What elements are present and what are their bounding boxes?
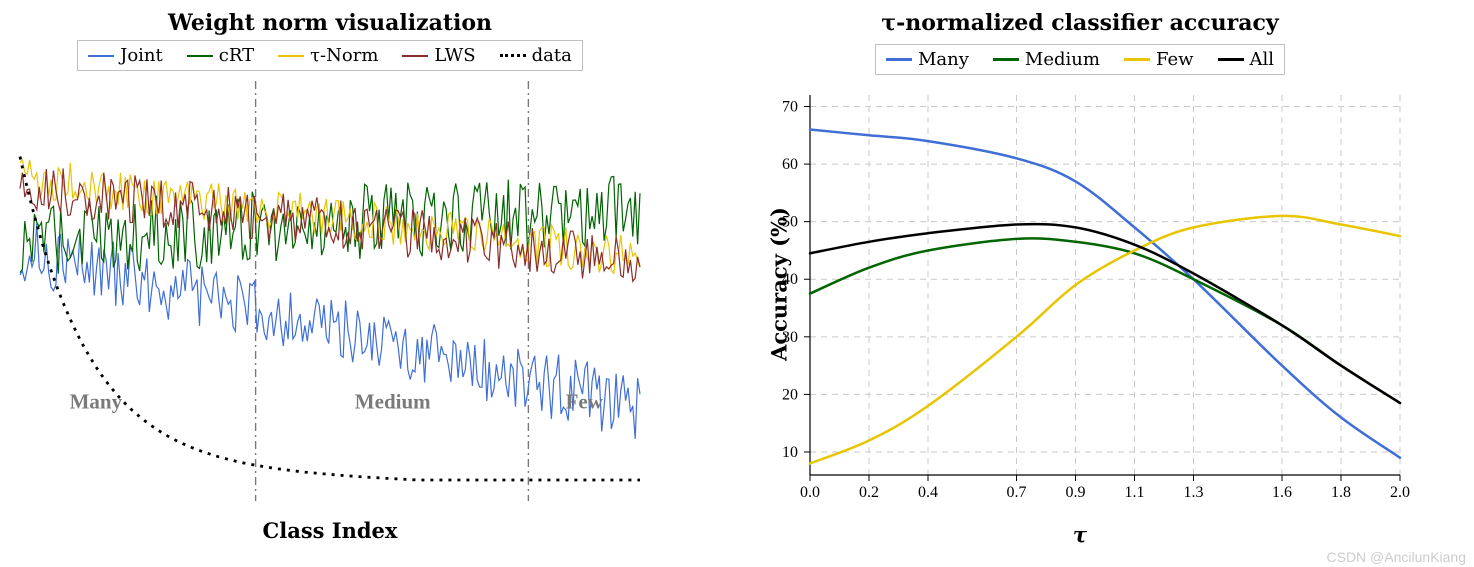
- svg-text:Medium: Medium: [355, 390, 431, 414]
- right-chart-panel: τ-normalized classifier accuracy Many Med…: [710, 10, 1420, 557]
- left-title: Weight norm visualization: [168, 10, 492, 36]
- svg-text:0.9: 0.9: [1066, 484, 1086, 501]
- svg-text:2.0: 2.0: [1390, 484, 1410, 501]
- legend-item: τ-Norm: [278, 45, 378, 66]
- right-legend: Many Medium Few All: [875, 44, 1285, 75]
- svg-text:1.3: 1.3: [1184, 484, 1204, 501]
- svg-text:Few: Few: [566, 390, 604, 414]
- legend-swatch: [993, 58, 1019, 61]
- svg-text:60: 60: [782, 156, 798, 173]
- legend-item: LWS: [402, 45, 475, 66]
- svg-text:0.0: 0.0: [800, 484, 820, 501]
- legend-item: data: [500, 45, 572, 66]
- legend-swatch: [187, 55, 213, 57]
- right-xlabel: τ: [1073, 522, 1087, 547]
- legend-label: Joint: [120, 45, 163, 66]
- legend-item: Few: [1124, 49, 1194, 70]
- svg-text:Many: Many: [70, 390, 123, 414]
- svg-text:70: 70: [782, 99, 798, 116]
- legend-swatch: [278, 55, 304, 57]
- legend-item: Medium: [993, 49, 1100, 70]
- watermark: CSDN @AncilunKiang: [1327, 549, 1467, 565]
- legend-swatch: [1124, 58, 1150, 61]
- legend-label: LWS: [434, 45, 475, 66]
- legend-item: cRT: [187, 45, 254, 66]
- legend-swatch: [88, 55, 114, 57]
- svg-text:0.7: 0.7: [1007, 484, 1027, 501]
- legend-label: cRT: [219, 45, 254, 66]
- left-chart-svg: Many Medium Few: [10, 71, 650, 516]
- right-title: τ-normalized classifier accuracy: [881, 10, 1278, 36]
- svg-text:1.1: 1.1: [1125, 484, 1145, 501]
- legend-label: Medium: [1025, 49, 1100, 70]
- legend-swatch: [1218, 58, 1244, 61]
- svg-text:1.8: 1.8: [1331, 484, 1351, 501]
- legend-item: Joint: [88, 45, 163, 66]
- legend-label: τ-Norm: [310, 45, 378, 66]
- right-chart-svg: 102030405060700.00.20.40.70.91.11.31.61.…: [740, 75, 1420, 520]
- svg-text:0.2: 0.2: [859, 484, 879, 501]
- left-chart-panel: Weight norm visualization Joint cRT τ-Norm…: [10, 10, 650, 557]
- legend-swatch: [402, 55, 428, 57]
- legend-label: Few: [1156, 49, 1194, 70]
- left-legend: Joint cRT τ-Norm LWS data: [77, 40, 583, 71]
- legend-swatch: [500, 54, 526, 57]
- legend-label: Many: [918, 49, 969, 70]
- svg-text:20: 20: [782, 386, 798, 403]
- legend-item: Many: [886, 49, 969, 70]
- legend-label: data: [532, 45, 572, 66]
- svg-text:10: 10: [782, 444, 798, 461]
- svg-text:1.6: 1.6: [1272, 484, 1292, 501]
- legend-label: All: [1250, 49, 1275, 70]
- svg-text:0.4: 0.4: [918, 484, 938, 501]
- legend-item: All: [1218, 49, 1275, 70]
- left-xlabel: Class Index: [263, 518, 398, 543]
- right-ylabel: Accuracy (%): [766, 207, 791, 361]
- legend-swatch: [886, 58, 912, 61]
